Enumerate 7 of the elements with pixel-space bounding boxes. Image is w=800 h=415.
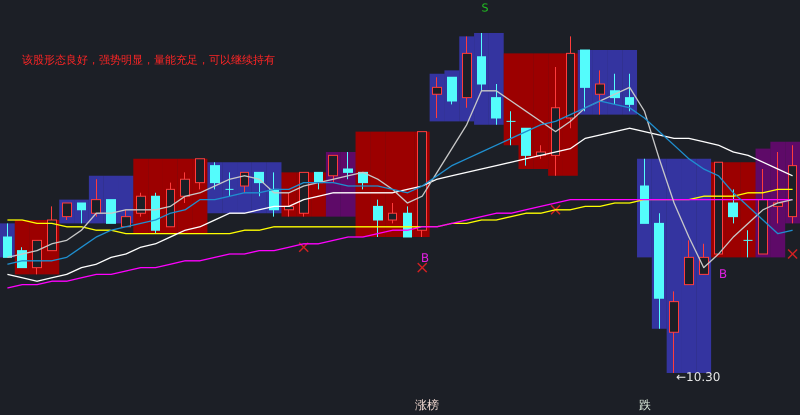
annotation: B [718,267,728,281]
annotation: B [420,251,430,265]
annotation: ←10.30 [676,370,720,384]
text: 涨榜 [415,398,439,412]
annotation: 该股形态良好，强势明显，量能充足，可以继续持有 [22,54,275,66]
text: 跌 [639,398,651,412]
text: S [482,2,489,14]
